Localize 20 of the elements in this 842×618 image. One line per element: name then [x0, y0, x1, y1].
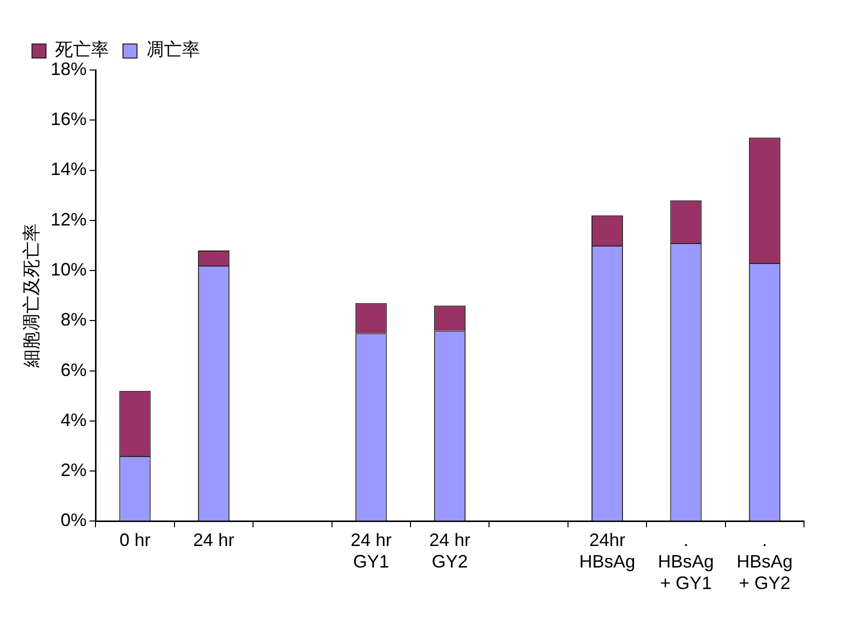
y-tick-label: 10% — [50, 260, 87, 280]
y-tick-label: 18% — [50, 58, 87, 79]
y-tick-label: 6% — [60, 360, 87, 380]
y-tick-label: 16% — [50, 109, 87, 130]
y-tick-label: 4% — [60, 410, 87, 430]
y-tick-label: 0% — [60, 510, 87, 530]
x-tick-label: 24hr HBsAg — [579, 530, 636, 572]
legend-label: 凋亡率 — [146, 40, 200, 61]
y-tick-label: 14% — [50, 159, 87, 180]
x-tick-label: . HBsAg + GY1 — [658, 530, 714, 594]
y-axis-title: 細胞凋亡及死亡率 — [21, 224, 42, 369]
y-tick-label: 8% — [60, 310, 87, 330]
legend-label: 死亡率 — [55, 40, 109, 61]
x-tick-label: 24 hr — [193, 530, 234, 550]
x-tick-label: 24 hr GY2 — [429, 530, 470, 572]
x-tick-label: . HBsAg + GY2 — [736, 530, 793, 594]
y-tick-label: 12% — [50, 209, 87, 230]
x-tick-label: 0 hr — [119, 530, 150, 550]
y-tick-label: 2% — [60, 460, 87, 480]
x-tick-label: 24 hr GY1 — [350, 530, 392, 572]
